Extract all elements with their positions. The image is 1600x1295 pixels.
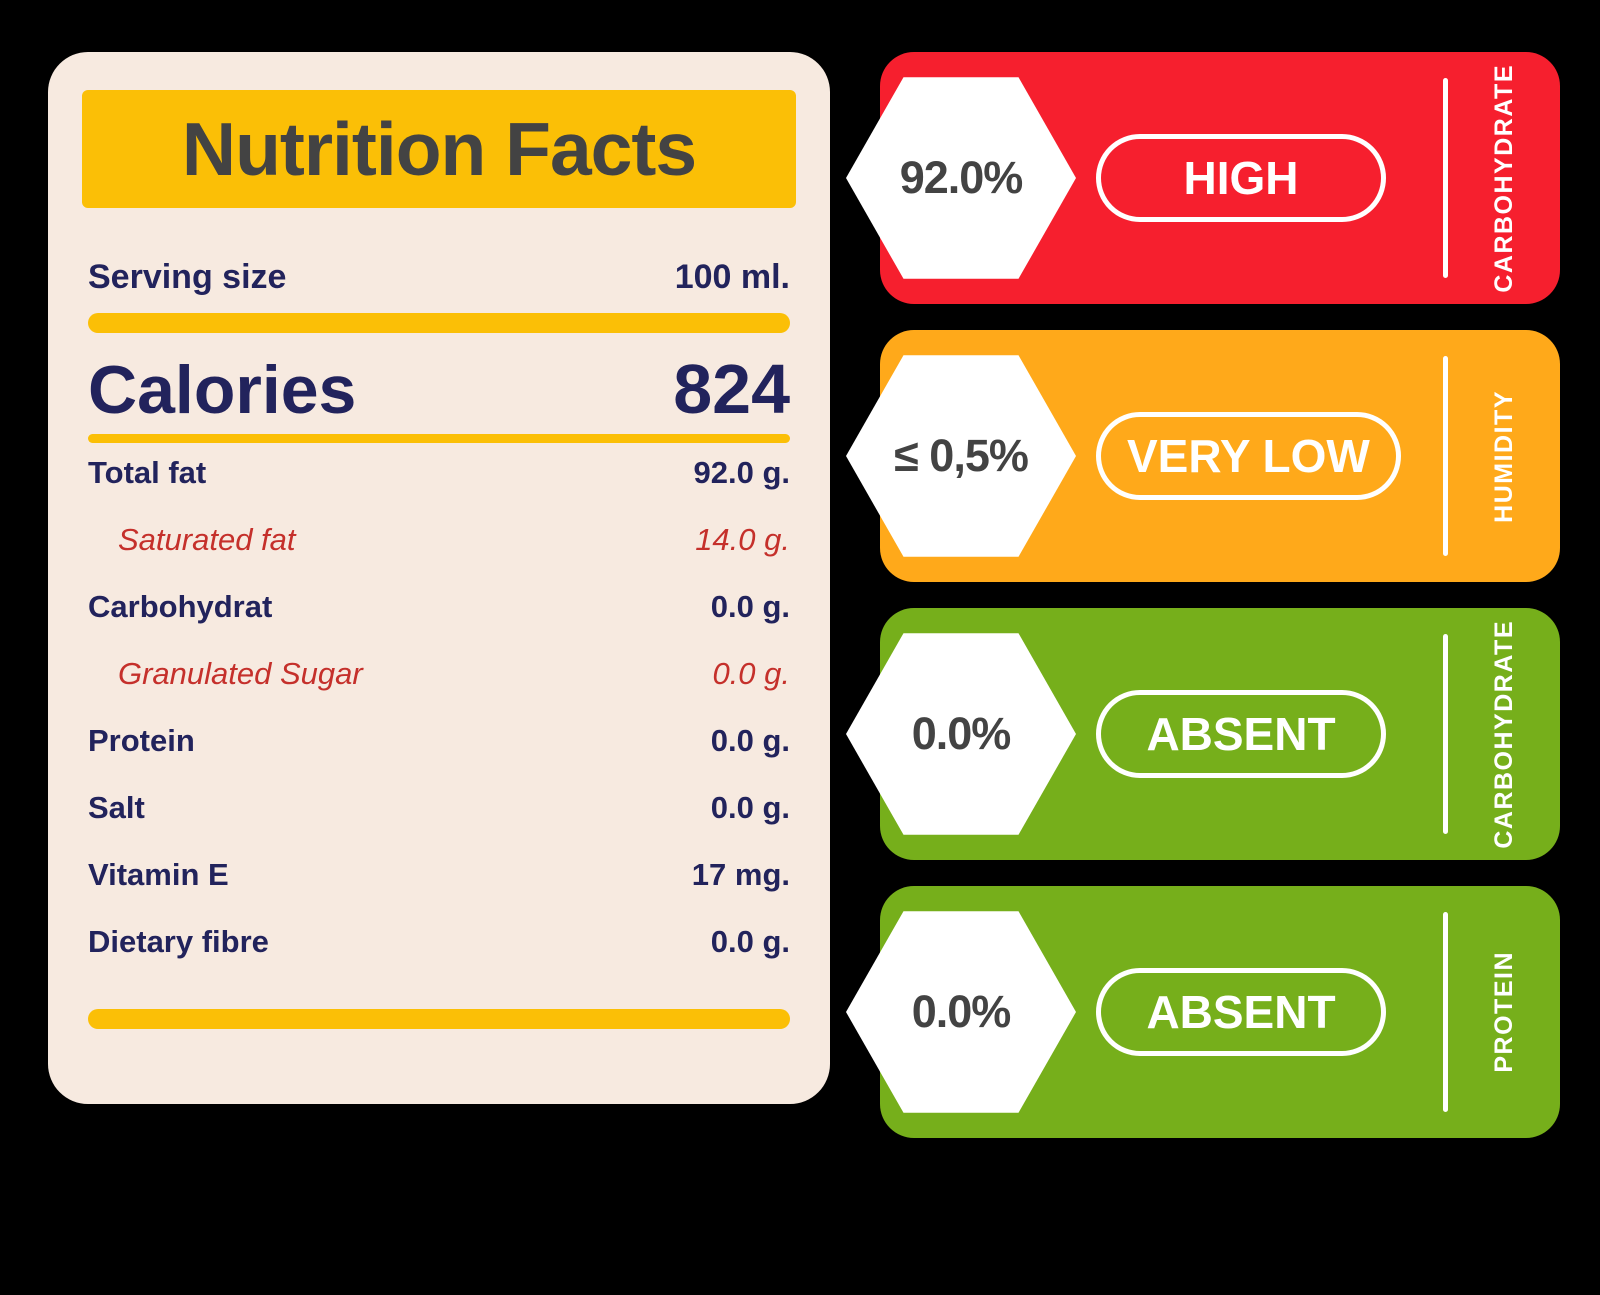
table-row: Salt 0.0 g.	[82, 790, 796, 857]
hexagon-icon: 0.0%	[846, 633, 1076, 835]
nutrition-facts-title-bar: Nutrition Facts	[82, 90, 796, 208]
rating-pill: VERY LOW	[1096, 412, 1401, 500]
table-row: Saturated fat 14.0 g.	[82, 522, 796, 589]
hexagon-icon: 92.0%	[846, 77, 1076, 279]
nutrient-value: 0.0 g.	[710, 723, 790, 758]
nutrient-label: Vitamin E	[88, 857, 229, 892]
serving-size-value: 100 ml.	[674, 258, 790, 296]
badge-divider	[1443, 912, 1448, 1112]
nutrient-label: Dietary fibre	[88, 924, 269, 959]
nutrient-value: 0.0 g.	[710, 790, 790, 825]
table-row: Vitamin E 17 mg.	[82, 857, 796, 924]
nutrient-value: 0.0 g.	[710, 924, 790, 959]
badge-category-label: HUMIDITY	[1489, 389, 1518, 523]
table-row: Granulated Sugar 0.0 g.	[82, 656, 796, 723]
nutrient-label: Saturated fat	[118, 522, 296, 557]
badge-divider	[1443, 78, 1448, 278]
nutrient-label: Protein	[88, 723, 195, 758]
badge-category: CARBOHYDRATE	[1458, 52, 1550, 304]
rating-pill: ABSENT	[1096, 690, 1386, 778]
hexagon-icon: 0.0%	[846, 911, 1076, 1113]
nutrient-label: Carbohydrat	[88, 589, 273, 624]
nutrient-label: Granulated Sugar	[118, 656, 363, 691]
badge-rating-label: ABSENT	[1146, 986, 1336, 1038]
nutrient-value: 92.0 g.	[693, 455, 791, 490]
rating-pill: ABSENT	[1096, 968, 1386, 1056]
badge-divider	[1443, 356, 1448, 556]
nutrient-value: 0.0 g.	[710, 589, 790, 624]
calories-row: Calories 824	[82, 351, 796, 428]
badge-category-label: CARBOHYDRATE	[1489, 63, 1518, 293]
badge-percent: 0.0%	[911, 708, 1012, 759]
table-row: Protein 0.0 g.	[82, 723, 796, 790]
rating-badge-carbohydrate-absent: 0.0% ABSENT CARBOHYDRATE	[846, 608, 1560, 860]
calories-value: 824	[673, 350, 790, 428]
table-row: Dietary fibre 0.0 g.	[82, 924, 796, 991]
calories-label: Calories	[88, 352, 357, 428]
badge-divider	[1443, 634, 1448, 834]
nutrient-label: Salt	[88, 790, 145, 825]
badge-rating-label: HIGH	[1183, 152, 1299, 204]
rating-badge-carbohydrate-high: 92.0% HIGH CARBOHYDRATE	[846, 52, 1560, 304]
nutrient-value: 14.0 g.	[695, 522, 790, 557]
nutrient-value: 0.0 g.	[712, 656, 790, 691]
badge-percent: ≤ 0,5%	[894, 430, 1029, 481]
nutrient-value: 17 mg.	[691, 857, 790, 892]
badge-percent: 0.0%	[911, 986, 1012, 1037]
badge-category-label: PROTEIN	[1489, 951, 1518, 1073]
badge-rating-label: VERY LOW	[1127, 430, 1370, 482]
badge-percent: 92.0%	[899, 152, 1024, 203]
table-row: Carbohydrat 0.0 g.	[82, 589, 796, 656]
serving-size-row: Serving size 100 ml.	[82, 258, 796, 297]
badge-category-label: CARBOHYDRATE	[1489, 619, 1518, 849]
page-title: Nutrition Facts	[181, 106, 697, 191]
nutrition-facts-card: Nutrition Facts Serving size 100 ml. Cal…	[48, 52, 830, 1104]
table-row: Total fat 92.0 g.	[82, 455, 796, 522]
divider-thin-calories	[88, 434, 790, 443]
badge-rating-label: ABSENT	[1146, 708, 1336, 760]
rating-pill: HIGH	[1096, 134, 1386, 222]
divider-thick-bottom	[88, 1009, 790, 1029]
badge-category: PROTEIN	[1458, 886, 1550, 1138]
rating-badge-protein-absent: 0.0% ABSENT PROTEIN	[846, 886, 1560, 1138]
serving-size-label: Serving size	[88, 258, 287, 296]
badge-category: HUMIDITY	[1458, 330, 1550, 582]
rating-badge-humidity-very-low: ≤ 0,5% VERY LOW HUMIDITY	[846, 330, 1560, 582]
divider-thick-top	[88, 313, 790, 333]
nutrient-rating-badges: 92.0% HIGH CARBOHYDRATE ≤ 0,5% VERY LOW …	[846, 52, 1560, 1164]
nutrient-label: Total fat	[88, 455, 207, 490]
badge-category: CARBOHYDRATE	[1458, 608, 1550, 860]
hexagon-icon: ≤ 0,5%	[846, 355, 1076, 557]
